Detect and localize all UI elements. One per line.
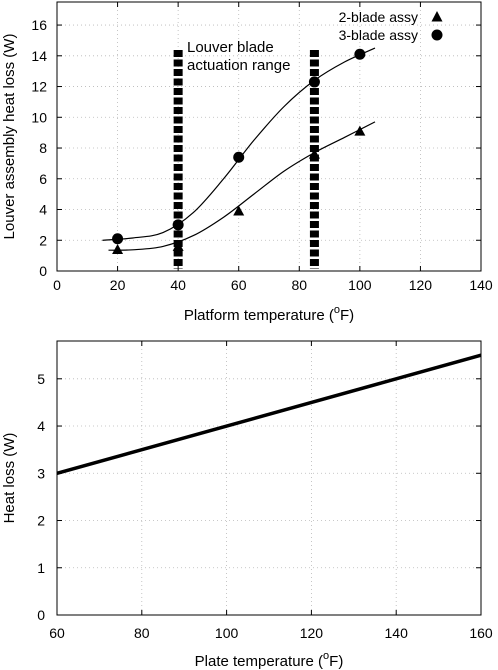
y-tick-label: 4 — [37, 418, 45, 434]
x-tick-label: 60 — [231, 277, 247, 293]
x-axis-label: Platform temperature (oF) — [184, 304, 354, 324]
x-tick-label: 100 — [348, 277, 372, 293]
y-tick-label: 1 — [37, 560, 45, 576]
annotation-line-2: actuation range — [187, 57, 290, 74]
y-tick-label: 0 — [37, 607, 45, 623]
data-point-3-blade — [172, 219, 184, 231]
x-tick-label: 80 — [291, 277, 307, 293]
heat-loss-series-line — [56, 353, 482, 475]
actuation-range-annotation: Louver blade actuation range — [187, 39, 290, 74]
data-point-2-blade — [308, 148, 320, 159]
y-tick-label: 0 — [39, 263, 47, 279]
y-tick-label: 2 — [37, 513, 45, 529]
legend: 2-blade assy 3-blade assy — [339, 9, 443, 43]
x-tick-label: 120 — [300, 625, 324, 641]
x-tick-labels: 0 20 40 60 80 100 120 140 — [53, 277, 493, 293]
x-tick-label: 140 — [469, 277, 493, 293]
y-tick-label: 12 — [31, 79, 47, 95]
x-tick-label: 120 — [409, 277, 433, 293]
x-tick-label: 20 — [110, 277, 126, 293]
x-tick-label: 160 — [469, 625, 493, 641]
fit-curve — [108, 121, 376, 251]
data-point-3-blade — [308, 76, 320, 88]
legend-markers — [431, 11, 443, 41]
y-tick-labels: 0 1 2 3 4 5 — [37, 371, 45, 623]
data-point-3-blade — [112, 233, 124, 245]
y-axis-label: Heat loss (W) — [1, 433, 18, 524]
data-point-3-blade — [354, 48, 366, 60]
legend-label-3-blade: 3-blade assy — [339, 27, 418, 43]
y-tick-label: 14 — [31, 48, 47, 64]
y-tick-label: 10 — [31, 109, 47, 125]
y-tick-label: 16 — [31, 17, 47, 33]
heat-loss-vs-plate-temperature-chart: 60 80 100 120 140 160 0 1 2 3 4 5 Plate temperatur… — [1, 340, 493, 670]
y-tick-labels: 0 2 4 6 8 10 12 14 16 — [31, 17, 47, 279]
actuation-range-lines — [173, 50, 319, 269]
x-tick-label: 100 — [215, 625, 239, 641]
data-point-2-blade — [112, 243, 124, 254]
y-axis-label: Louver assembly heat loss (W) — [1, 34, 18, 240]
y-tick-label: 2 — [39, 232, 47, 248]
plot-frame — [56, 340, 482, 616]
legend-label-2-blade: 2-blade assy — [339, 9, 418, 25]
grid — [56, 341, 482, 616]
y-tick-label: 4 — [39, 202, 47, 218]
x-tick-label: 0 — [53, 277, 61, 293]
legend-marker-circle — [431, 29, 443, 41]
y-tick-label: 5 — [37, 371, 45, 387]
x-tick-label: 80 — [134, 625, 150, 641]
x-tick-label: 40 — [170, 277, 186, 293]
data-points — [112, 48, 366, 254]
data-point-2-blade — [233, 205, 245, 216]
data-point-2-blade — [172, 240, 184, 251]
y-tick-label: 6 — [39, 171, 47, 187]
annotation-line-1: Louver blade — [187, 39, 274, 56]
heat-loss-vs-platform-temperature-chart: 0 20 40 60 80 100 120 140 0 2 4 6 8 10 12 14 16 Platfor… — [1, 1, 493, 324]
y-tick-label: 3 — [37, 465, 45, 481]
x-axis-label: Plate temperature (oF) — [195, 650, 344, 670]
heat-loss-line — [56, 353, 482, 475]
legend-marker-triangle — [431, 11, 443, 22]
x-tick-label: 60 — [49, 625, 65, 641]
data-point-2-blade — [354, 125, 366, 136]
data-point-3-blade — [233, 151, 245, 163]
plot-frame — [56, 1, 482, 272]
x-tick-label: 140 — [385, 625, 409, 641]
x-tick-labels: 60 80 100 120 140 160 — [49, 625, 493, 641]
y-tick-label: 8 — [39, 140, 47, 156]
